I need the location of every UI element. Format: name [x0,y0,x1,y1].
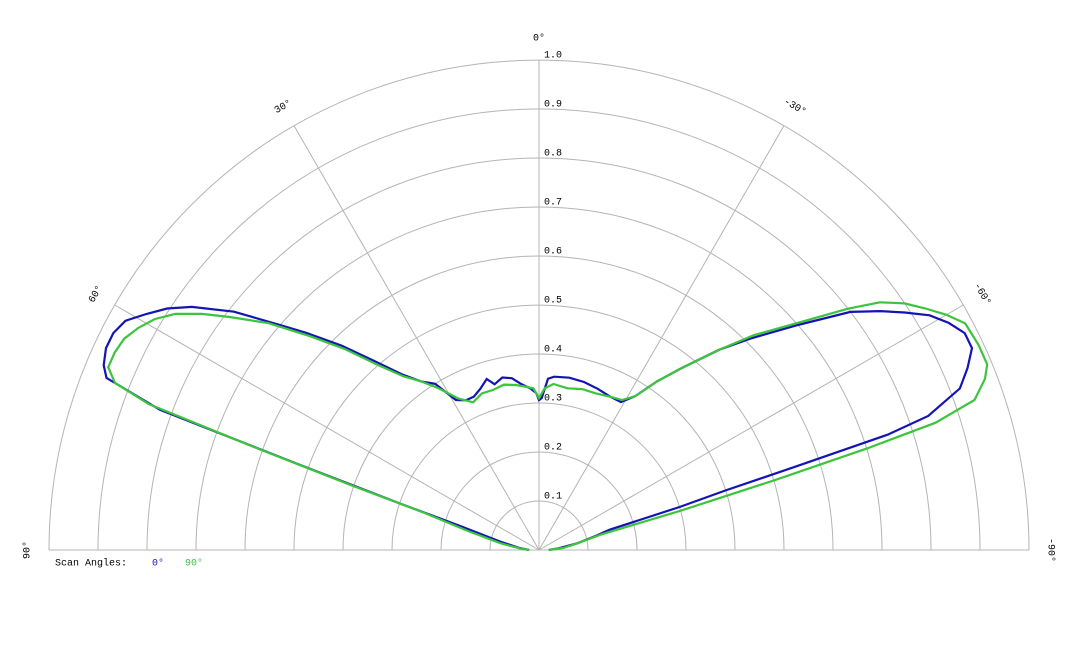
theta-tick-label: -60° [971,281,993,308]
legend-title: Scan Angles: [55,558,127,570]
r-tick-label: 0.9 [544,100,562,111]
r-tick-label: 0.1 [544,492,562,503]
legend-entry: 90° [185,558,203,570]
r-tick-label: 0.3 [544,394,562,405]
r-tick-label: 0.8 [544,149,562,160]
grid-spoke [538,304,964,551]
r-tick-label: 0.6 [544,247,562,258]
legend-entry: 0° [152,558,164,570]
r-tick-label: 0.4 [544,345,562,356]
grid-spoke [293,125,540,551]
theta-tick-label: 0° [533,33,545,45]
theta-tick-label: 30° [273,97,295,116]
series-line [102,305,974,552]
r-tick-label: 0.7 [544,198,562,209]
grid-spoke [538,125,785,551]
r-tick-label: 1.0 [544,51,562,62]
theta-tick-label: -90° [1044,538,1056,562]
theta-tick-label: -30° [781,96,808,118]
r-tick-label: 0.2 [544,443,562,454]
theta-tick-label: 60° [86,284,105,306]
grid-spoke [114,304,540,551]
r-tick-label: 0.5 [544,296,562,307]
series-line [106,301,989,552]
theta-tick-label: 90° [22,541,34,559]
